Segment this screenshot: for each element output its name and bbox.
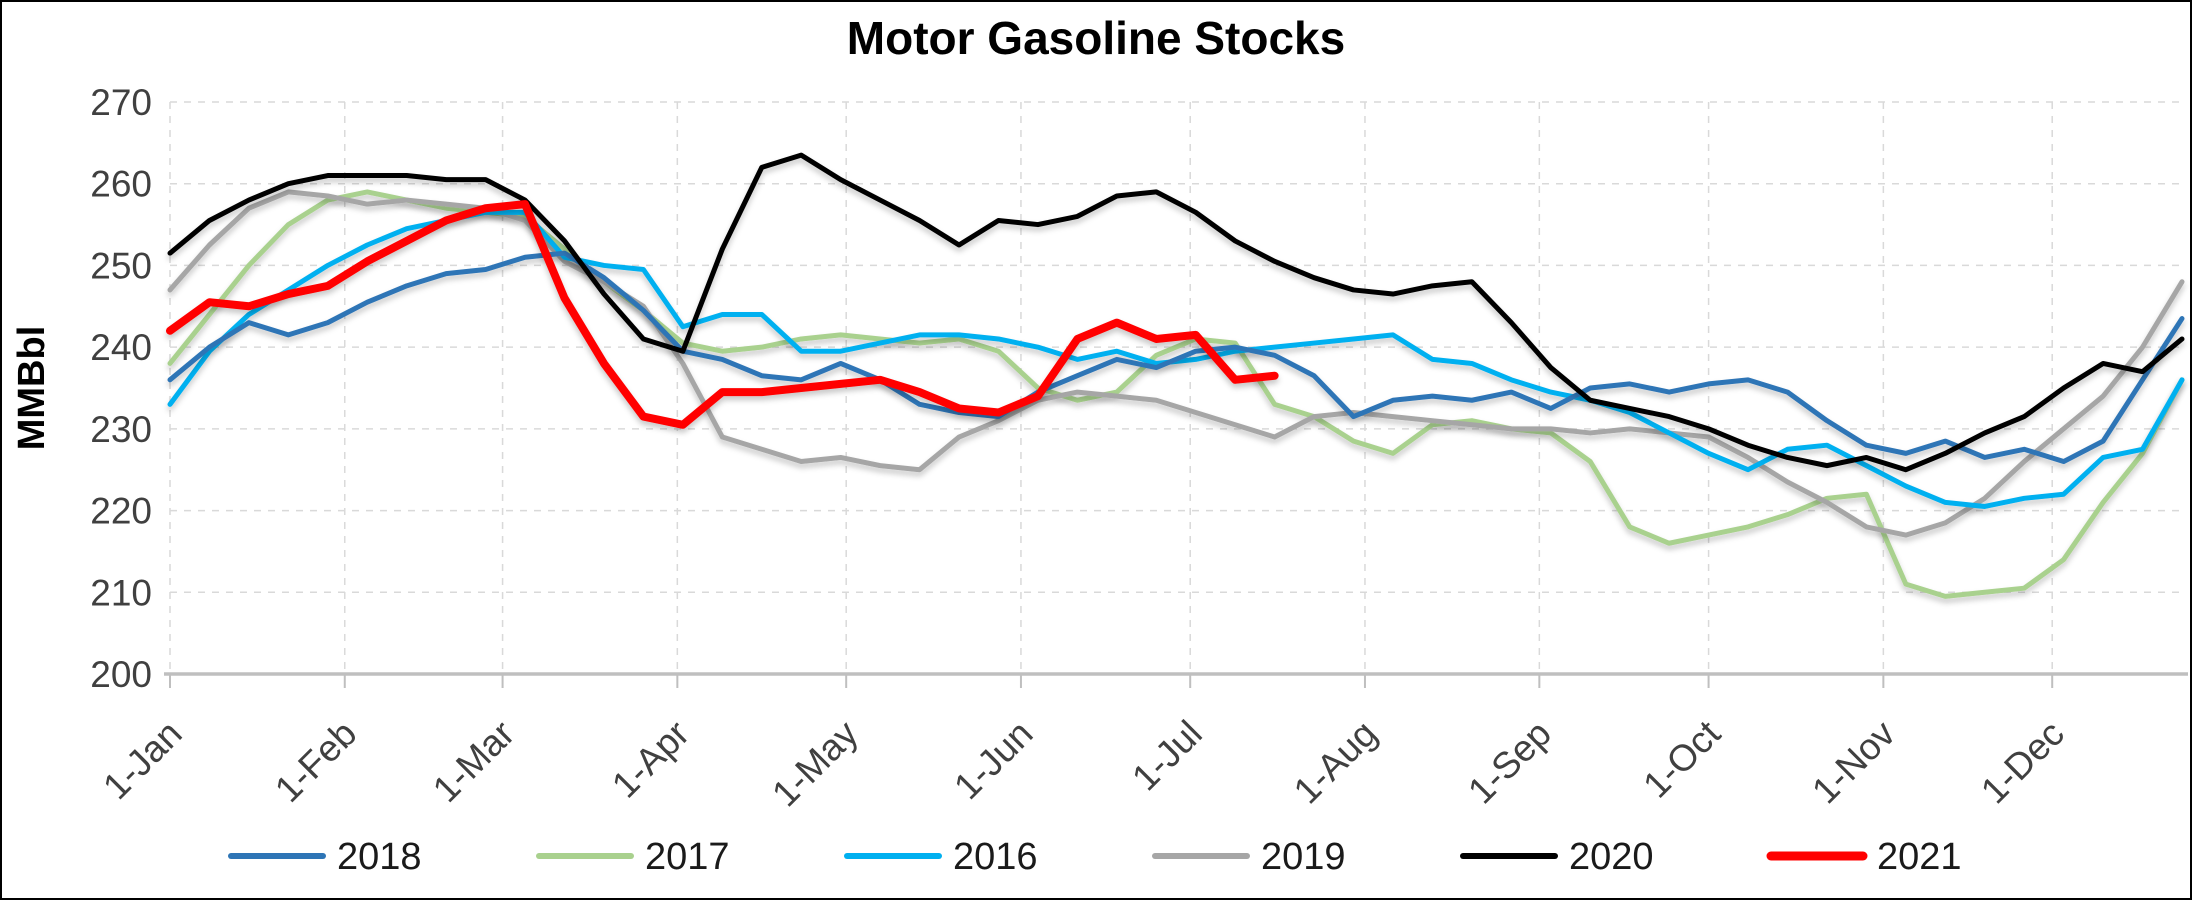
legend-item-2019: 2019 [1152,836,1346,878]
x-tick-label: 1-Dec [1973,713,2072,812]
data-series [166,152,2185,599]
x-tick-label: 1-Jan [95,713,189,807]
series-line-2021 [166,200,1279,429]
y-tick-label: 230 [90,409,152,450]
x-tick-label: 1-Feb [267,713,364,810]
x-tick-label: 1-Aug [1286,713,1385,812]
series-line-2020 [167,152,2185,473]
legend-label-2019: 2019 [1261,836,1346,878]
x-tick-label: 1-Sep [1460,713,1559,812]
x-tick-label: 1-Nov [1804,712,1903,811]
x-tick-label: 1-Mar [425,713,522,810]
x-tick-label: 1-May [764,712,866,814]
chart-legend: 2018 2017 2016 2019 2020 2021 [228,836,1962,878]
y-tick-label: 260 [90,164,152,205]
y-tick-label: 200 [90,654,152,695]
y-tick-label: 240 [90,327,152,368]
legend-label-2017: 2017 [645,836,730,878]
x-tick-label: 1-Oct [1635,712,1728,805]
y-tick-label: 210 [90,572,152,613]
legend-item-2018: 2018 [228,836,422,878]
x-tick-label: 1-Jul [1124,713,1210,799]
legend-item-2020: 2020 [1460,836,1654,878]
y-axis-title: MMBbl [11,326,53,451]
series-line-2018 [167,250,2185,465]
y-tick-label: 250 [90,245,152,286]
series-line-2017 [167,189,2185,599]
y-tick-label: 220 [90,491,152,532]
legend-item-2021: 2021 [1766,836,1962,878]
chart-title: Motor Gasoline Stocks [847,12,1345,64]
legend-label-2021: 2021 [1877,836,1962,878]
legend-label-2018: 2018 [337,836,422,878]
legend-item-2017: 2017 [536,836,730,878]
legend-item-2016: 2016 [844,836,1038,878]
y-axis-labels: 200 210 220 230 240 250 260 270 [90,82,152,695]
axes [164,672,2188,688]
y-tick-label: 270 [90,82,152,123]
x-tick-label: 1-Apr [604,713,697,806]
legend-label-2016: 2016 [953,836,1038,878]
x-tick-label: 1-Jun [946,713,1040,807]
x-axis-labels: 1-Jan 1-Feb 1-Mar 1-Apr 1-May 1-Jun 1-Jul 1-Aug… [95,712,2072,814]
gridlines [169,101,2182,674]
legend-label-2020: 2020 [1569,836,1654,878]
